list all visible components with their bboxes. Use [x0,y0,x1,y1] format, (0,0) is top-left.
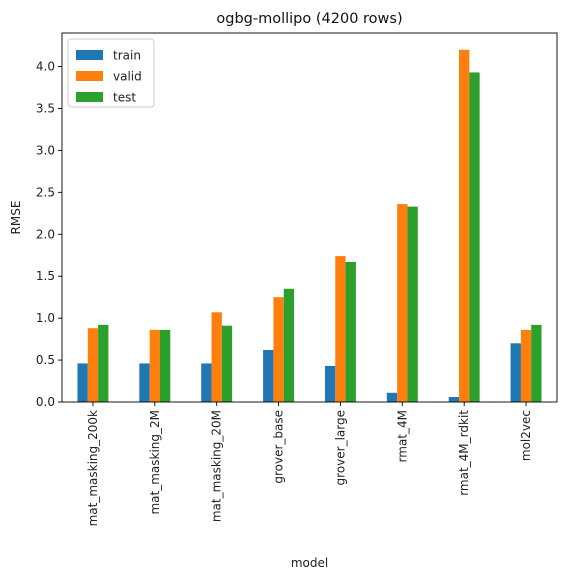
legend: train valid test [67,38,155,108]
chart-title: ogbg-mollipo (4200 rows) [216,11,402,27]
bar-train-grover_base [263,350,274,402]
bar-train-rmat_4M [386,392,398,402]
x-tick-label: rmat_4M [395,410,409,462]
y-tick-label: 0.5 [36,353,55,367]
legend-label-test: test [113,91,136,105]
y-tick-label: 2.0 [36,227,55,241]
bar-train-mat_masking_200k [77,363,88,402]
axes-frame [61,32,558,403]
bar-test-rmat_4M [407,206,418,402]
y-tick-label: 3.0 [36,143,55,157]
y-tick-label: 2.5 [36,185,55,199]
y-tick-label: 0.0 [36,395,55,409]
bar-valid-mol2vec [520,329,532,402]
x-tick-label: mat_masking_20M [210,410,224,522]
bar-valid-mat_masking_2M [149,329,160,402]
x-tick-label: mat_masking_2M [148,410,162,515]
bar-train-mat_masking_2M [139,363,150,402]
bar-train-grover_large [324,365,336,402]
x-tick-label: mol2vec [519,410,533,461]
legend-label-train: train [113,49,141,63]
bar-valid-mat_masking_200k [87,328,99,402]
x-tick-label: rmat_4M_rdkit [457,410,471,496]
bar-test-mat_masking_200k [98,324,109,402]
legend-swatch-test [76,92,103,102]
y-tick-label: 4.0 [36,60,55,74]
x-tick-label: grover_large [333,410,347,485]
bar-test-mat_masking_20M [221,325,233,402]
bar-valid-grover_large [335,256,346,402]
bar-valid-mat_masking_20M [211,312,222,402]
bar-test-grover_large [345,261,356,402]
legend-swatch-train [76,50,103,60]
bar-test-grover_base [283,288,295,402]
bar-train-mol2vec [510,343,521,402]
bar-valid-grover_base [273,297,284,402]
y-tick-label: 1.5 [36,269,55,283]
bar-train-rmat_4M_rdkit [448,396,460,402]
x-axis-label: model [291,556,328,570]
y-tick-label: 1.0 [36,311,55,325]
bar-valid-rmat_4M_rdkit [459,49,470,403]
x-tick-label: grover_base [272,410,286,484]
bar-test-rmat_4M_rdkit [469,72,480,403]
bar-test-mat_masking_2M [159,329,171,402]
x-tick-label: mat_masking_200k [86,410,100,526]
bar-valid-rmat_4M [397,204,408,402]
legend-label-valid: valid [113,70,142,84]
plot-area: 0.0 0.5 1.0 1.5 2.0 2.5 3.0 3.5 4.0 mat_masking_2… [36,32,558,526]
y-tick-label: 3.5 [36,101,55,115]
legend-swatch-valid [76,71,103,81]
bar-train-mat_masking_20M [201,363,212,402]
y-axis-label: RMSE [9,201,23,235]
bar-test-mol2vec [531,324,542,402]
